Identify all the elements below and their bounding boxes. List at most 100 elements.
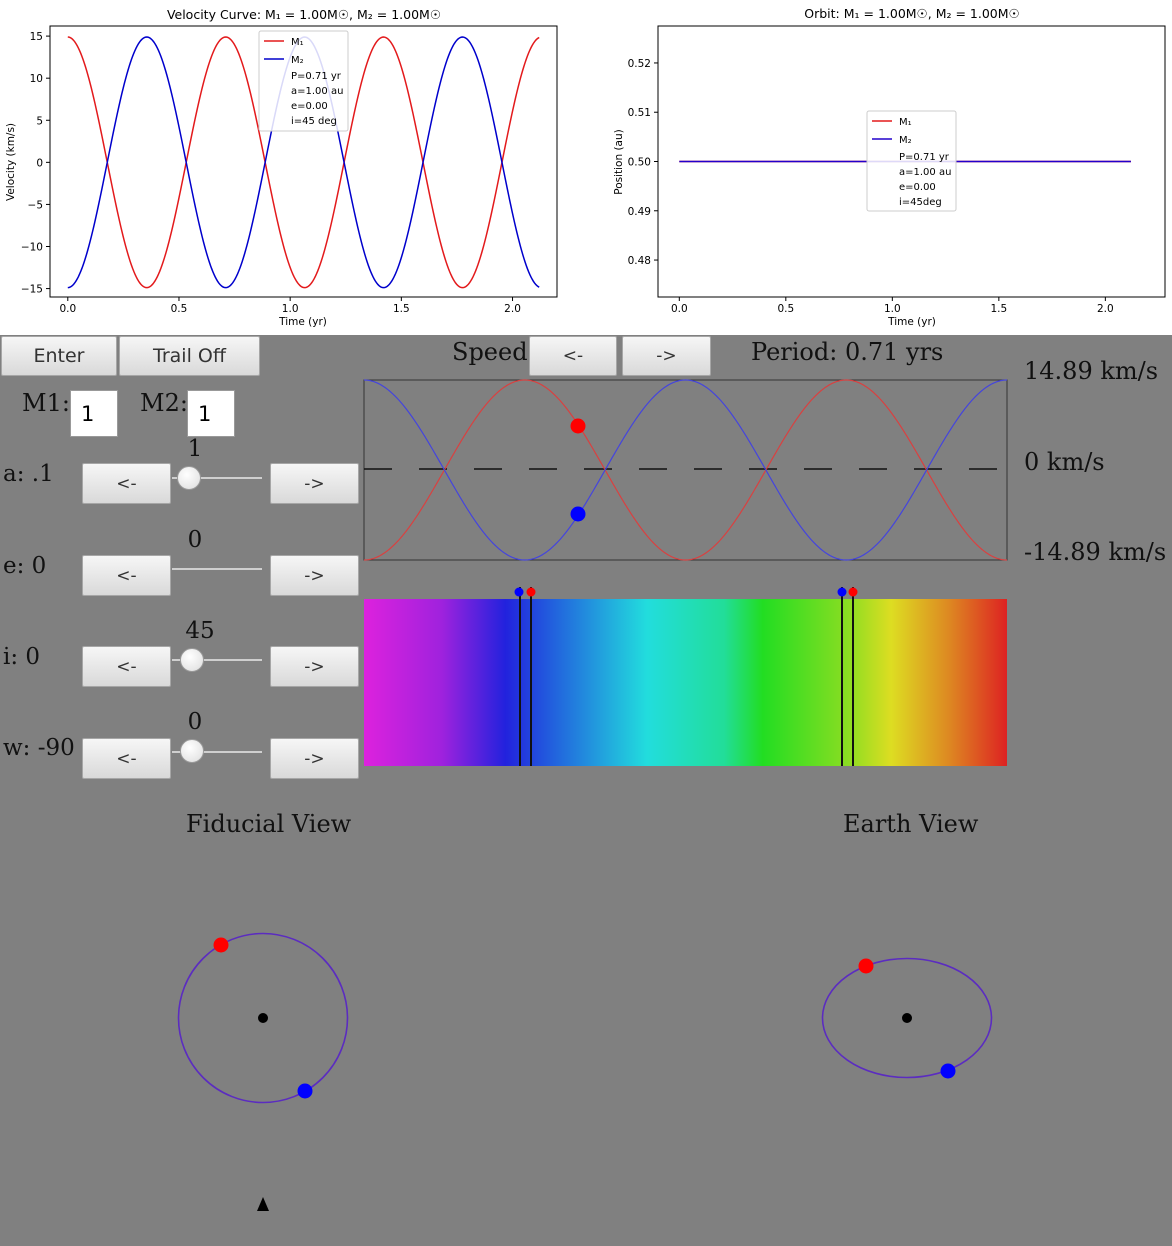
param-i-value: 45 [185, 618, 215, 644]
x-tick-label: 2.0 [1097, 303, 1114, 315]
param-e-decrease-button[interactable]: <- [82, 555, 171, 596]
legend-label: i=45deg [899, 197, 942, 208]
enter-button[interactable]: Enter [1, 336, 117, 376]
param-a-slider-knob[interactable] [177, 466, 201, 490]
m2-input[interactable]: 1 [187, 390, 235, 437]
m1-input[interactable]: 1 [70, 390, 118, 437]
x-tick-label: 1.5 [990, 303, 1007, 315]
x-tick-label: 0.5 [171, 303, 188, 315]
rv-panel-frame [363, 379, 1008, 561]
param-i-slider-knob[interactable] [180, 648, 204, 672]
legend-label: e=0.00 [899, 182, 936, 193]
x-tick-label: 0.0 [671, 303, 688, 315]
legend-label: e=0.00 [291, 101, 328, 112]
y-tick-label: 15 [30, 31, 43, 43]
y-tick-label: 0.52 [628, 58, 651, 70]
x-tick-label: 2.0 [504, 303, 521, 315]
fiducial-star-m2 [297, 1083, 313, 1099]
y-tick-label: 0.49 [628, 206, 651, 218]
m1-label: M1: [22, 389, 70, 417]
earth-star-m1 [858, 958, 874, 974]
spectrum-panel [364, 587, 1007, 766]
param-w-slider-knob[interactable] [180, 739, 204, 763]
param-w-increase-button[interactable]: -> [270, 738, 359, 779]
spectral-marker-m2 [837, 587, 847, 597]
param-a-slider-track[interactable] [172, 477, 262, 479]
legend-label: M₂ [291, 55, 304, 66]
param-a-increase-button[interactable]: -> [270, 463, 359, 504]
velocity-plot: Velocity Curve: M₁ = 1.00M☉, M₂ = 1.00M☉… [5, 7, 558, 328]
fiducial-view-title: Fiducial View [186, 810, 352, 838]
orbit-plot: Orbit: M₁ = 1.00M☉, M₂ = 1.00M☉ 0.520.51… [613, 6, 1166, 328]
observer-direction-icon [257, 1197, 269, 1211]
param-i-increase-button[interactable]: -> [270, 646, 359, 687]
earth-star-m2 [940, 1063, 956, 1079]
legend-label: P=0.71 yr [899, 152, 950, 163]
rv-curve-m2 [363, 379, 1008, 561]
velocity-legend: M₁ M₂ P=0.71 yr a=1.00 au e=0.00 i=45 de… [258, 30, 349, 132]
velocity-series-m1 [67, 36, 540, 289]
orbit-xlabel: Time (yr) [887, 316, 936, 328]
rv-curve-m1 [363, 379, 1008, 561]
x-tick-label: 1.5 [393, 303, 410, 315]
velocity-xlabel: Time (yr) [278, 316, 327, 328]
param-a-label: a: .1 [3, 461, 54, 487]
y-tick-label: 0.51 [628, 107, 651, 119]
fiducial-center-of-mass [258, 1013, 268, 1023]
x-tick-label: 1.0 [282, 303, 299, 315]
spectral-marker-m1 [526, 587, 536, 597]
fiducial-orbit [177, 932, 349, 1104]
velocity-ylabel: Velocity (km/s) [5, 123, 17, 201]
rv-marker-m1 [570, 418, 586, 434]
spectral-marker-m2 [514, 587, 524, 597]
param-w-value: 0 [187, 709, 203, 735]
velocity-axes-frame [49, 25, 558, 298]
legend-label: a=1.00 au [291, 86, 343, 97]
velocity-min-readout: -14.89 km/s [1024, 538, 1167, 566]
fiducial-orbit-path [177, 932, 349, 1104]
legend-label: M₂ [899, 135, 912, 146]
legend-label: a=1.00 au [899, 167, 951, 178]
speed-decrease-button[interactable]: <- [529, 336, 617, 376]
y-tick-label: 0.50 [628, 157, 651, 169]
matplotlib-figure: Velocity Curve: M₁ = 1.00M☉, M₂ = 1.00M☉… [0, 0, 1172, 335]
legend-label: M₁ [899, 117, 912, 128]
param-e-increase-button[interactable]: -> [270, 555, 359, 596]
y-tick-label: 0 [36, 157, 43, 169]
param-e-value: 0 [187, 527, 203, 553]
param-i-slider-track[interactable] [172, 659, 262, 661]
velocity-plot-title: Velocity Curve: M₁ = 1.00M☉, M₂ = 1.00M☉ [167, 7, 441, 22]
velocity-max-readout: 14.89 km/s [1024, 357, 1159, 385]
y-tick-label: −10 [21, 242, 43, 254]
earth-orbit [821, 957, 993, 1079]
speed-increase-button[interactable]: -> [622, 336, 711, 376]
x-tick-label: 1.0 [884, 303, 901, 315]
param-e-slider-track[interactable] [172, 568, 262, 570]
y-tick-label: −15 [21, 284, 43, 296]
y-tick-label: 10 [30, 73, 43, 85]
legend-label: i=45 deg [291, 116, 337, 127]
x-tick-label: 0.5 [777, 303, 794, 315]
m2-label: M2: [140, 389, 188, 417]
spectrum-bar [364, 599, 1007, 766]
param-w-label: w: -90 [3, 735, 75, 761]
x-tick-label: 0.0 [59, 303, 76, 315]
velocity-zero-readout: 0 km/s [1024, 448, 1105, 476]
orbit-plot-title: Orbit: M₁ = 1.00M☉, M₂ = 1.00M☉ [804, 6, 1020, 21]
earth-orbit-path [821, 957, 993, 1079]
earth-view-title: Earth View [843, 810, 979, 838]
plot-canvas: Velocity Curve: M₁ = 1.00M☉, M₂ = 1.00M☉… [5, 6, 1166, 328]
param-i-label: i: 0 [3, 644, 41, 670]
y-tick-label: 5 [36, 115, 43, 127]
legend-box [258, 30, 349, 132]
y-tick-label: −5 [28, 199, 43, 211]
param-a-decrease-button[interactable]: <- [82, 463, 171, 504]
param-w-slider-track[interactable] [172, 751, 262, 753]
fiducial-star-m1 [213, 937, 229, 953]
period-readout: Period: 0.71 yrs [751, 338, 944, 366]
trail-toggle-button[interactable]: Trail Off [119, 336, 260, 376]
param-i-decrease-button[interactable]: <- [82, 646, 171, 687]
param-w-decrease-button[interactable]: <- [82, 738, 171, 779]
legend-label: P=0.71 yr [291, 71, 342, 82]
orbit-legend: M₁ M₂ P=0.71 yr a=1.00 au e=0.00 i=45deg [866, 110, 957, 212]
